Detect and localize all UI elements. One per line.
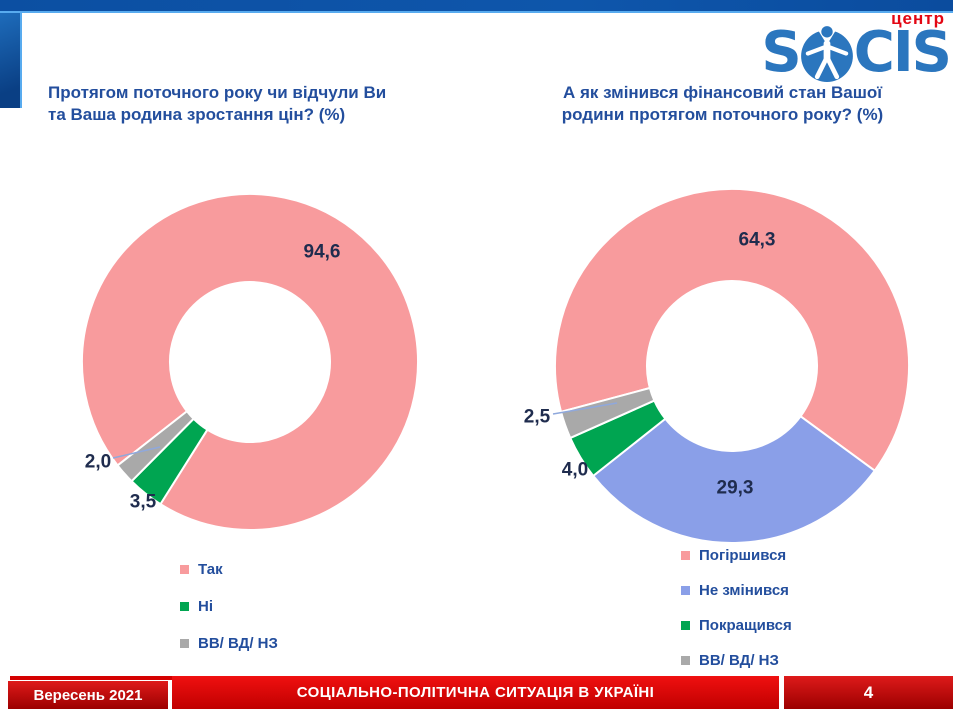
left-donut-chart: 94,6 3,5 2,0 xyxy=(70,182,430,547)
legend-marker xyxy=(180,564,189,574)
pie-slice-0 xyxy=(81,192,419,531)
legend-label: ВВ/ ВД/ НЗ xyxy=(198,634,278,652)
pie-slice-0 xyxy=(554,188,910,472)
legend-item: ВВ/ ВД/ НЗ xyxy=(681,651,792,669)
left-accent-block xyxy=(0,13,22,108)
leader-line xyxy=(112,446,161,459)
legend-item: Покращився xyxy=(681,616,792,634)
legend-label: Так xyxy=(198,560,223,578)
logo-text-s: S xyxy=(761,20,801,85)
legend-label: Ні xyxy=(198,597,213,615)
logo-text-cis: CIS xyxy=(853,20,952,85)
pie-slice-1 xyxy=(592,415,876,544)
legend-label: Не змінився xyxy=(699,581,789,599)
legend-item: ВВ/ ВД/ НЗ xyxy=(180,634,278,652)
pie-slice-3 xyxy=(560,387,656,439)
value-label: 2,5 xyxy=(524,407,551,428)
logo-tagline: центр xyxy=(891,9,945,28)
legend-item: Погіршився xyxy=(681,546,792,564)
value-label: 2,0 xyxy=(85,452,111,473)
legend-marker xyxy=(180,638,189,648)
legend-item: Ні xyxy=(180,597,278,615)
right-chart-title: А як змінився фінансовий стан Вашої роди… xyxy=(561,83,884,124)
footer-accent-strip xyxy=(10,676,172,680)
person-in-circle-icon xyxy=(800,24,853,82)
left-chart-title: Протягом поточного року чи відчули Ви та… xyxy=(48,83,387,124)
legend-marker xyxy=(180,601,189,611)
leader-line xyxy=(552,402,618,415)
footer-date: Вересень 2021 xyxy=(8,681,168,709)
legend-label: Покращився xyxy=(699,616,792,634)
left-chart-legend: Так Ні ВВ/ ВД/ НЗ xyxy=(180,560,278,671)
legend-item: Так xyxy=(180,560,278,578)
legend-marker xyxy=(681,550,690,560)
footer-page-number: 4 xyxy=(784,676,953,709)
pie-slice-2 xyxy=(116,410,195,483)
right-donut-chart: 64,3 29,3 4,0 2,5 xyxy=(510,178,920,563)
value-label: 94,6 xyxy=(304,242,341,263)
footer-title: СОЦІАЛЬНО-ПОЛІТИЧНА СИТУАЦІЯ В УКРАЇНІ xyxy=(172,676,779,709)
value-label: 4,0 xyxy=(562,460,588,481)
socis-logo: центр S CIS xyxy=(761,9,952,85)
legend-item: Не змінився xyxy=(681,581,792,599)
top-bar xyxy=(0,0,953,13)
legend-label: ВВ/ ВД/ НЗ xyxy=(699,651,779,669)
value-label: 29,3 xyxy=(717,478,754,499)
legend-marker xyxy=(681,585,690,595)
value-label: 3,5 xyxy=(130,492,157,513)
logo-row: S CIS xyxy=(761,20,952,85)
legend-label: Погіршився xyxy=(699,546,787,564)
legend-marker xyxy=(681,655,690,665)
legend-marker xyxy=(681,620,690,630)
value-label: 64,3 xyxy=(739,230,776,251)
right-chart-legend: Погіршився Не змінився Покращився ВВ/ ВД/ Н… xyxy=(681,546,792,686)
